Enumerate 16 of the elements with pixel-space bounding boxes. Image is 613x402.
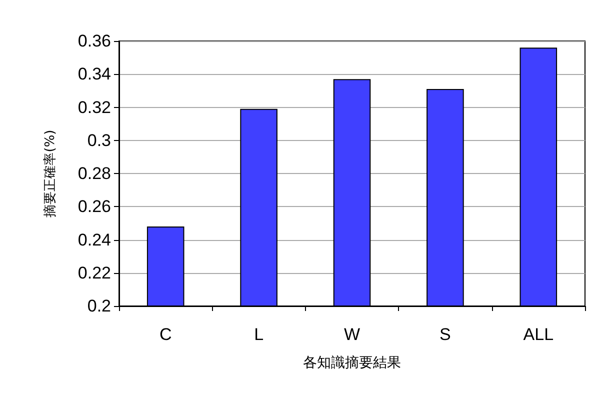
- y-tick-label: 0.32: [78, 98, 111, 117]
- y-tick-label: 0.24: [78, 230, 111, 250]
- x-tick-label: W: [344, 325, 360, 344]
- y-tick-label: 0.22: [78, 263, 111, 282]
- y-axis-title: 摘要正確率(%): [42, 130, 58, 218]
- y-tick-label: 0.26: [78, 197, 111, 216]
- x-tick-label: ALL: [523, 325, 554, 344]
- x-tick-label: C: [159, 325, 172, 344]
- y-tick-label: 0.36: [78, 32, 111, 50]
- x-axis-title: 各知識摘要結果: [303, 355, 401, 371]
- y-tick-label: 0.34: [78, 64, 111, 84]
- y-tick-label: 0.3: [87, 130, 111, 150]
- y-tick-label: 0.28: [78, 164, 111, 183]
- x-tick-label: S: [440, 325, 451, 344]
- y-tick-label: 0.2: [87, 296, 111, 316]
- x-tick-label: L: [254, 325, 264, 344]
